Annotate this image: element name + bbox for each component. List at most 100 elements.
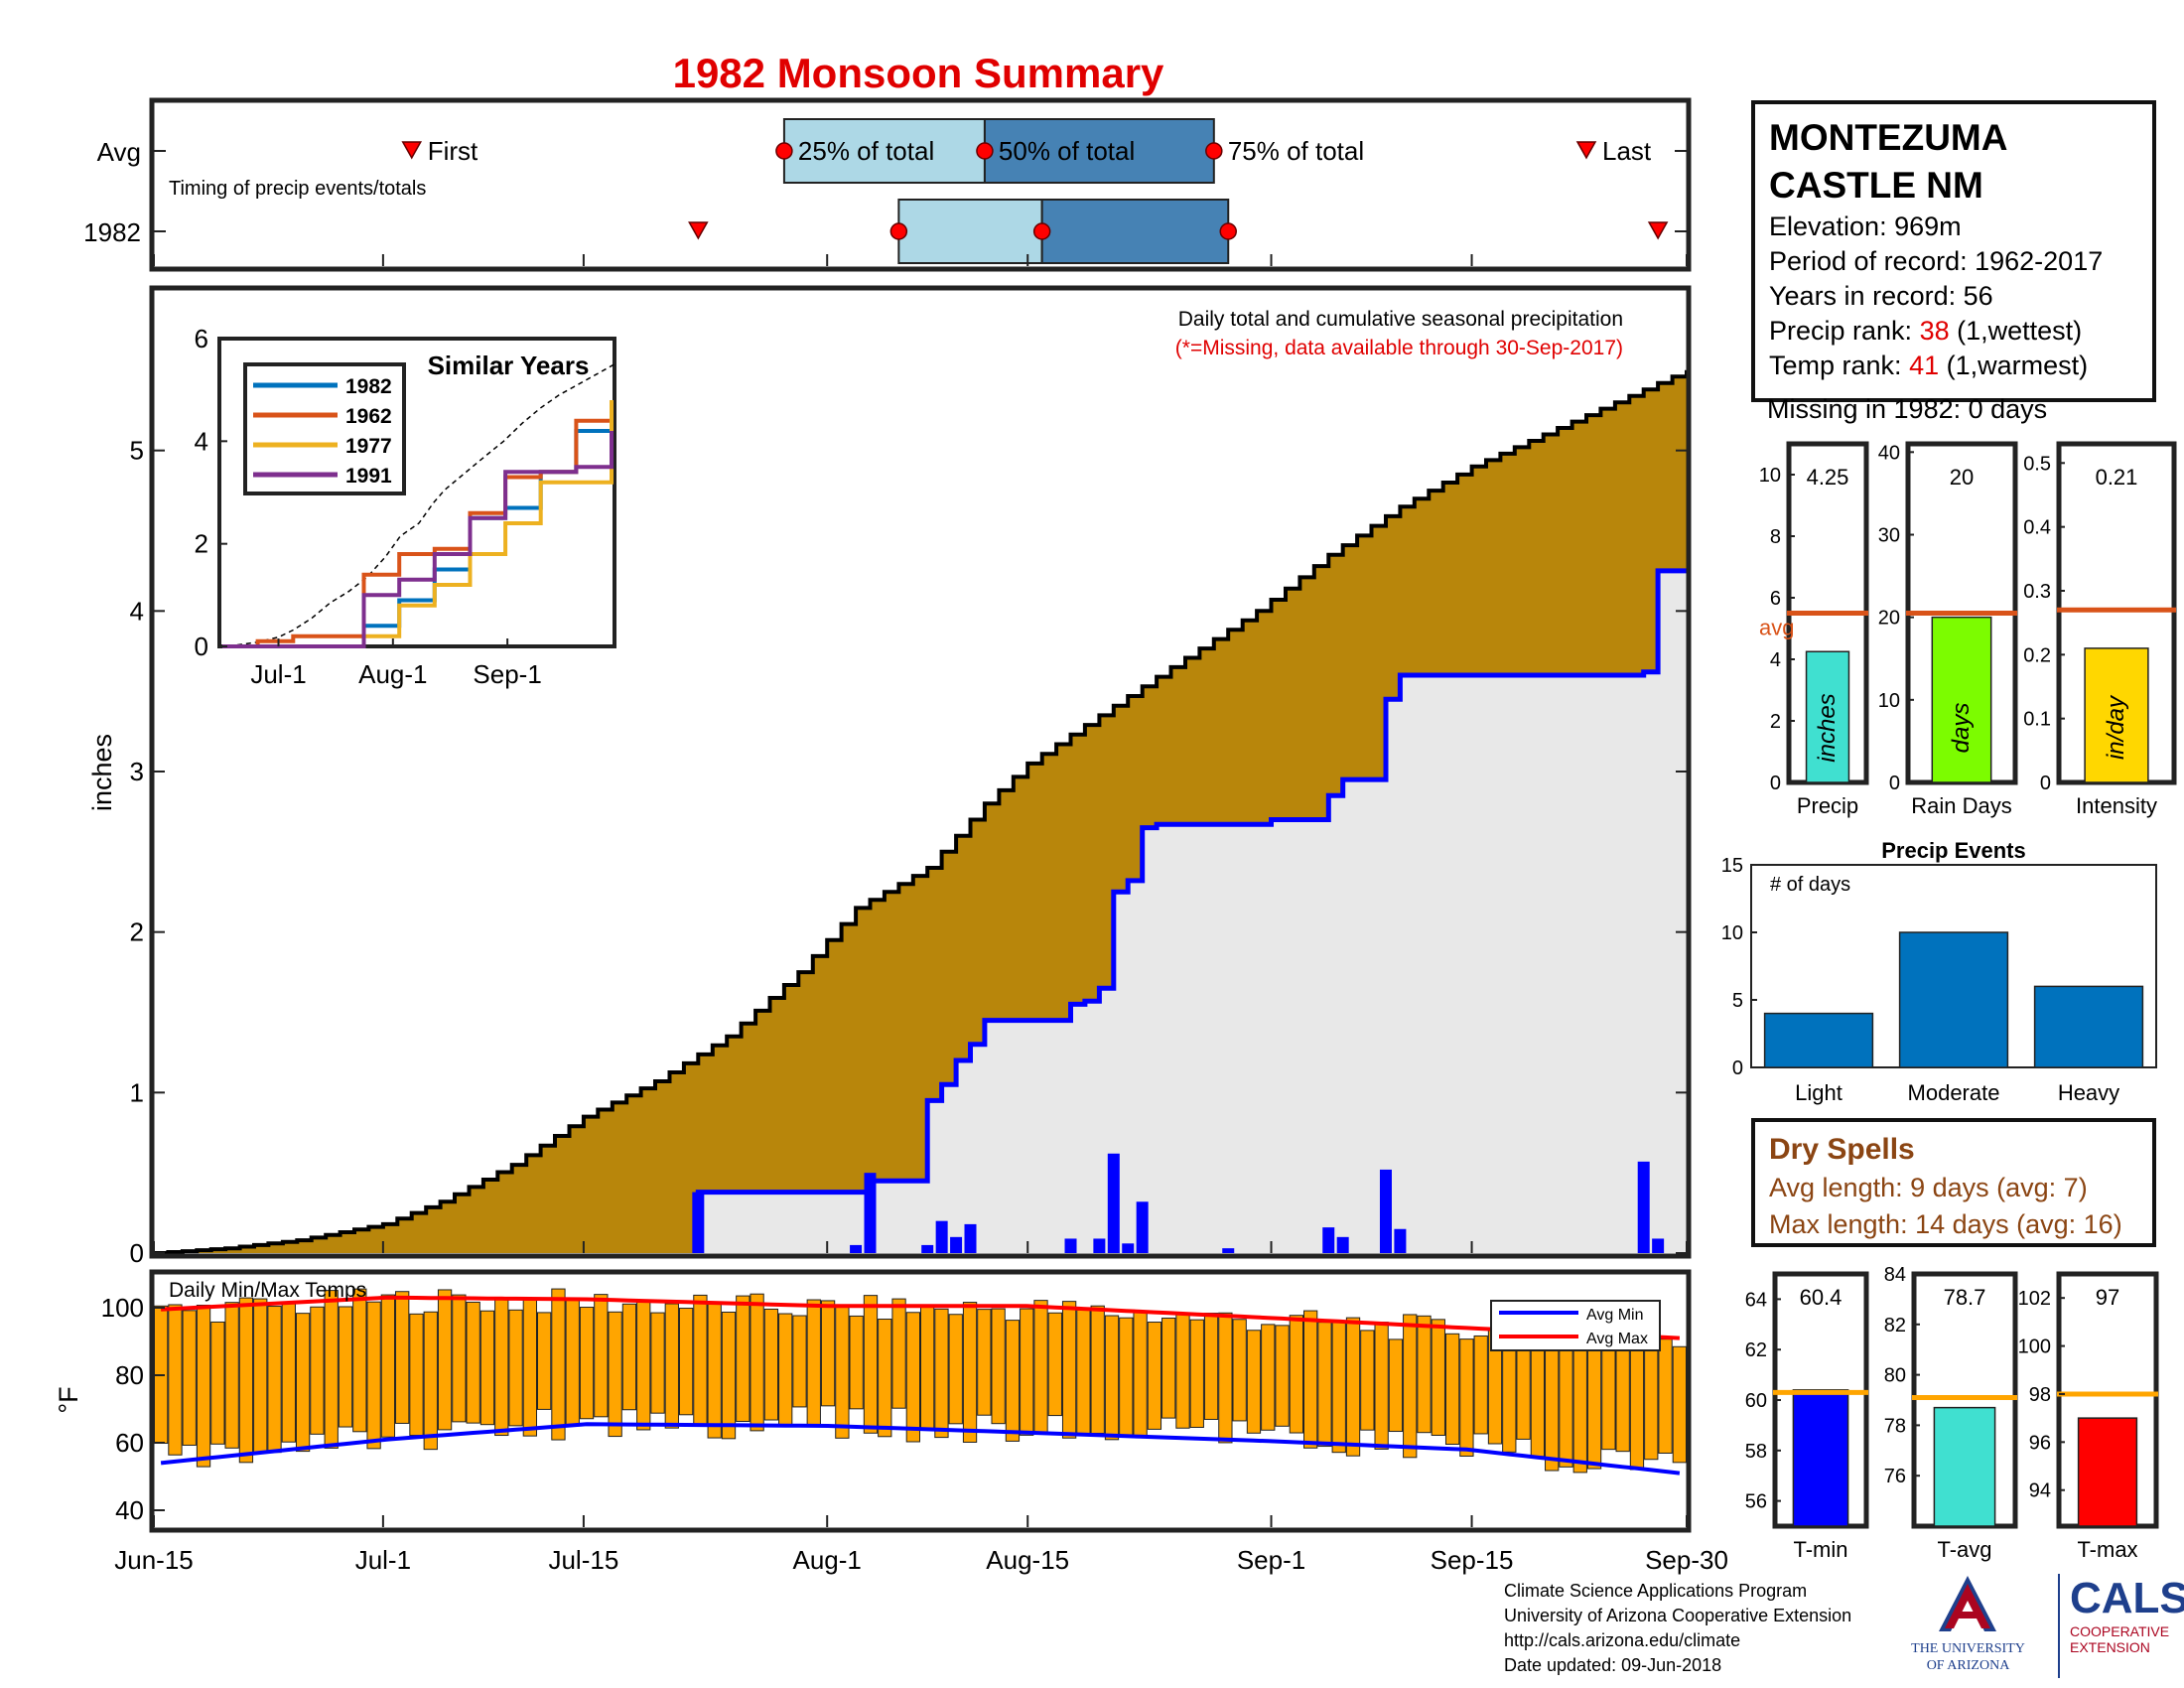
summary-label: Precip	[1797, 793, 1858, 818]
temp-summary-ytick-label: 64	[1745, 1289, 1767, 1311]
timing-row-label-avg: Avg	[97, 137, 141, 167]
daily-temp-bar	[196, 1304, 211, 1468]
inset-avg-dashed-line	[218, 363, 615, 647]
daily-temp-bar	[1502, 1344, 1517, 1453]
dry-spells-box: Dry Spells Avg length: 9 days (avg: 7) M…	[1751, 1118, 2156, 1247]
daily-temp-bar	[1061, 1301, 1077, 1439]
daily-temp-bar	[1303, 1310, 1318, 1449]
inset-legend-label: 1977	[345, 435, 392, 458]
temp-summary-ytick-label: 78	[1884, 1415, 1906, 1437]
daily-temp-bar	[608, 1311, 622, 1438]
daily-temp-bar	[948, 1314, 963, 1425]
temp-title: Daily Min/Max Temps	[169, 1279, 366, 1302]
timing-label-last: Last	[1602, 136, 1652, 166]
daily-temp-bar	[1629, 1340, 1645, 1471]
daily-temp-bar	[1005, 1320, 1021, 1442]
daily-temp-bar	[1417, 1315, 1432, 1434]
temp-ylabel: °F	[54, 1386, 83, 1413]
daily-precip-bar	[1322, 1227, 1335, 1253]
daily-temp-bar	[295, 1313, 311, 1453]
summary-ytick-label: 8	[1770, 526, 1781, 548]
inset-line-1991	[222, 431, 614, 648]
summary-ytick-label: 4	[1770, 649, 1781, 671]
daily-temp-bar	[1203, 1313, 1219, 1420]
daily-temp-bar	[820, 1300, 836, 1407]
temp-summary-bar	[2077, 1417, 2138, 1527]
daily-temp-bar	[891, 1298, 906, 1409]
summary-ytick-label: 0	[1889, 773, 1900, 794]
daily-precip-bar	[1379, 1169, 1392, 1253]
ua-a-logo-icon	[1939, 1576, 1996, 1631]
daily-precip-bar	[1122, 1243, 1135, 1253]
x-tick-label: Jul-15	[548, 1545, 618, 1575]
daily-temp-bar	[678, 1308, 694, 1416]
daily-precip-bar	[850, 1244, 863, 1253]
cals-sub2: EXTENSION	[2070, 1639, 2150, 1655]
station-elevation: Elevation: 969m	[1769, 211, 1962, 241]
inset-xtick-label: Aug-1	[358, 659, 427, 689]
station-period: Period of record: 1962-2017	[1769, 246, 2104, 276]
dry-spells-title: Dry Spells	[1769, 1133, 1915, 1166]
timing-first-last-marker	[401, 141, 423, 160]
daily-temp-bar	[281, 1301, 296, 1443]
ua-text-line1: THE UNIVERSITY	[1911, 1641, 2025, 1656]
observed-cumulative-line	[695, 568, 1687, 1253]
missing-days: Missing in 1982: 0 days	[1767, 394, 2048, 424]
daily-temp-bar	[934, 1308, 949, 1439]
timing-q1-box	[897, 199, 1043, 264]
events-bar	[2033, 985, 2144, 1068]
daily-temp-bar	[1658, 1338, 1673, 1454]
temp-ytick-label: 80	[115, 1360, 144, 1390]
timing-quartile-marker	[1032, 222, 1051, 240]
daily-temp-bar	[380, 1294, 396, 1438]
temp-summary-bar	[1933, 1406, 1996, 1527]
temp-ytick-label: 100	[101, 1293, 144, 1323]
station-years: Years in record: 56	[1769, 281, 1993, 311]
summary-ytick-label: 40	[1878, 442, 1900, 464]
summary-unit: inches	[1814, 693, 1841, 762]
summary-ytick-label: 0.3	[2023, 581, 2051, 603]
daily-temp-bar	[1459, 1338, 1474, 1457]
temp-rank-label: Temp rank:	[1769, 351, 1910, 380]
daily-temp-bar	[905, 1312, 920, 1443]
temp-summary-ytick-label: 58	[1745, 1441, 1767, 1463]
cals-logo: CALS COOPERATIVE EXTENSION	[2058, 1574, 2184, 1678]
footer-date: Date updated: 09-Jun-2018	[1504, 1655, 1722, 1675]
temp-summary-value: 60.4	[1800, 1285, 1843, 1310]
timing-first-last-marker	[688, 221, 709, 240]
inset-title: Similar Years	[428, 351, 590, 380]
summary-ytick-label: 0	[2040, 773, 2051, 794]
precip-frame	[149, 285, 1692, 1259]
temp-legend-box	[1490, 1300, 1661, 1351]
precip-rank-label: Precip rank:	[1769, 316, 1920, 346]
daily-temp-bar	[182, 1310, 197, 1446]
daily-temp-bar	[423, 1311, 438, 1451]
timing-quartile-marker	[775, 142, 793, 160]
timing-first-last-marker	[1647, 221, 1669, 240]
daily-temp-bar	[338, 1306, 353, 1428]
summary-ytick-label: 0.5	[2023, 453, 2051, 475]
legend-avg-min-label: Avg Min	[1586, 1307, 1644, 1324]
daily-temp-bar	[977, 1309, 992, 1416]
daily-temp-bar	[551, 1288, 566, 1441]
daily-temp-bar	[267, 1306, 282, 1454]
daily-precip-bar	[1394, 1228, 1407, 1253]
daily-temp-bar	[750, 1293, 764, 1432]
x-tick-label: Jul-1	[355, 1545, 411, 1575]
events-ytick-label: 10	[1721, 922, 1743, 944]
daily-temp-bar	[1317, 1322, 1332, 1448]
daily-precip-bar	[1652, 1238, 1665, 1253]
daily-temp-bar	[253, 1298, 268, 1454]
inset-xtick-label: Jul-1	[250, 659, 306, 689]
events-bar	[1898, 931, 2009, 1068]
daily-temp-bar	[1275, 1325, 1290, 1427]
events-ytick-label: 15	[1721, 855, 1743, 877]
events-ytick-label: 5	[1732, 990, 1743, 1012]
summary-value: 20	[1950, 465, 1974, 490]
summary-ytick-label: 0	[1770, 773, 1781, 794]
temp-summary-ytick-label: 102	[2018, 1288, 2051, 1310]
precip-ylabel: inches	[87, 734, 117, 811]
precip-rank-note: (1,wettest)	[1949, 316, 2083, 346]
daily-temp-bar	[693, 1294, 708, 1425]
